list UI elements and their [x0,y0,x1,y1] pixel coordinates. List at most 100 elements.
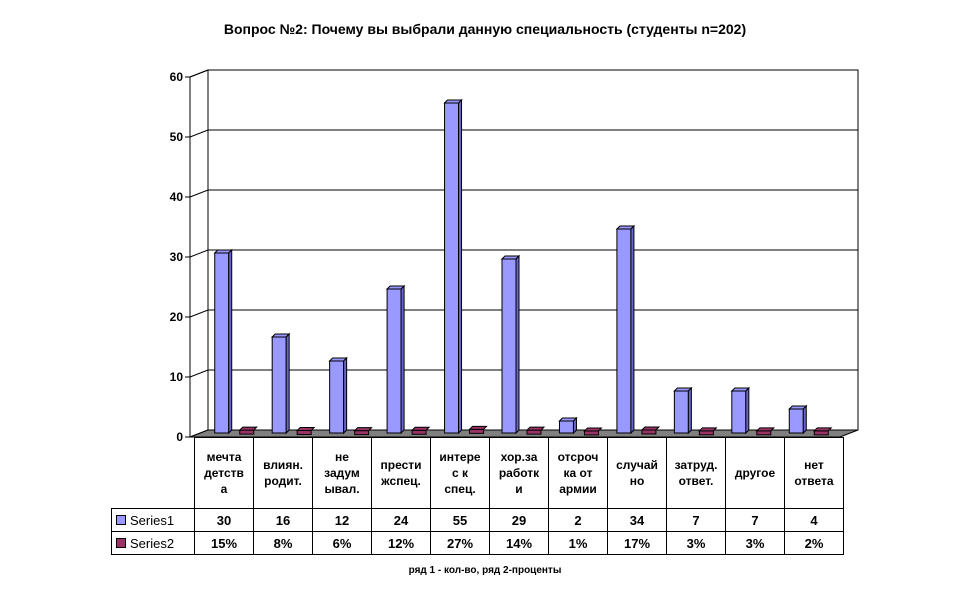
data-label-series1: 29 [489,508,549,532]
category-label: другое [725,437,785,509]
bar-series1-side [630,224,635,435]
series1-row: Series1 30 16 12 24 55 29 2 34 7 7 4 [111,508,844,532]
data-label-series1: 30 [194,508,254,532]
gridline [189,369,858,378]
data-label-series1: 34 [607,508,667,532]
bar-series1-side [745,386,750,435]
y-tick-label: 20 [170,310,184,324]
category-row: мечта детств а влиян. родит. не задум ывал… [112,437,844,509]
bar-series2-top [410,426,431,431]
bar-series2 [813,430,829,436]
legend-series2: Series2 [111,531,195,555]
data-label-series1: 55 [430,508,490,532]
bar-series1 [616,228,632,434]
category-label: хор.за работк и [489,437,549,509]
bar-series2-top [295,427,316,432]
category-label: влиян. родит. [253,437,313,509]
bar-series2 [583,430,599,436]
legend-series1-label: Series1 [130,512,175,528]
bar-series1-side [228,248,233,435]
gridline [189,249,858,258]
bar-series2-top [468,425,488,430]
bar-series1-side [515,254,520,435]
category-label: не задум ывал. [312,437,372,509]
data-label-series2: 2% [784,531,844,555]
category-label: мечта детств а [194,437,254,509]
bar-series2-top [755,427,776,432]
gridline [189,189,858,198]
series2-swatch [116,538,126,549]
data-label-series1: 16 [253,508,313,532]
bar-series2 [526,429,542,435]
data-label-series2: 15% [194,531,254,555]
data-label-series2: 3% [725,531,785,555]
data-label-series1: 7 [725,508,785,532]
data-label-series1: 24 [371,508,431,532]
bar-series1-side [687,386,692,435]
y-tick-label: 60 [170,70,184,84]
category-label: отсроч ка от армии [548,437,608,509]
bar-series1-side [458,98,463,435]
y-tick-label: 50 [170,130,184,144]
bar-series2 [411,429,427,435]
bar-series2 [756,430,772,436]
bar-series2-top [238,426,258,431]
data-label-series1: 2 [548,508,608,532]
series2-row: Series2 15% 8% 6% 12% 27% 14% 1% 17% 3% 3% 2% [111,531,844,555]
data-label-series2: 8% [253,531,313,555]
bar-series1-side [572,416,577,435]
category-label: затруд. ответ. [666,437,726,509]
bar-series2-top [698,427,718,432]
bar-series1 [214,252,230,434]
gridline [189,129,858,138]
category-label: прести жспец. [371,437,431,509]
bar-series2-top [813,427,833,432]
category-label: нет ответа [784,437,844,509]
y-tick-label: 0 [176,430,183,444]
bar-series1 [673,390,689,434]
bar-series1 [558,420,574,434]
bar-series2-top [353,427,373,432]
bar-series1 [731,390,747,434]
chart-title: Вопрос №2: Почему вы выбрали данную спец… [223,21,747,37]
bar-series1 [386,288,402,434]
bar-series2-top [583,427,603,432]
data-label-series2: 14% [489,531,549,555]
bar-series1 [501,258,517,434]
bar-series1-side [400,284,405,435]
gridline [189,69,858,78]
data-table: мечта детств а влиян. родит. не задум ывал… [111,437,844,555]
bar-series1 [329,360,345,434]
data-label-series1: 4 [784,508,844,532]
data-label-series2: 17% [607,531,667,555]
bar-series2 [296,430,312,436]
data-label-series2: 6% [312,531,372,555]
bar-series2-top [640,426,661,431]
bar-series2 [698,430,714,436]
bar-series2-top [525,426,546,431]
bar-series1-side [343,356,348,435]
data-label-series2: 12% [371,531,431,555]
data-label-series1: 12 [312,508,372,532]
bar-series1 [788,408,804,434]
y-tick-label: 40 [170,190,184,204]
bar-series1 [271,336,287,434]
bar-series2 [239,429,255,435]
bar-series2 [354,430,370,436]
data-label-series2: 27% [430,531,490,555]
series1-swatch [116,515,126,526]
bar-series1-side [285,332,290,435]
y-tick-label: 10 [170,370,184,384]
category-label: случай но [607,437,667,509]
bar-series2 [469,428,485,434]
data-label-series1: 7 [666,508,726,532]
chart-footnote: ряд 1 - кол-во, ряд 2-проценты [408,565,562,576]
y-tick-label: 30 [170,250,184,264]
data-label-series2: 1% [548,531,608,555]
legend-series1: Series1 [111,508,195,532]
legend-series2-label: Series2 [130,535,175,551]
bar-series1 [444,102,460,434]
gridline [189,309,858,318]
category-label: интере с к спец. [430,437,490,509]
